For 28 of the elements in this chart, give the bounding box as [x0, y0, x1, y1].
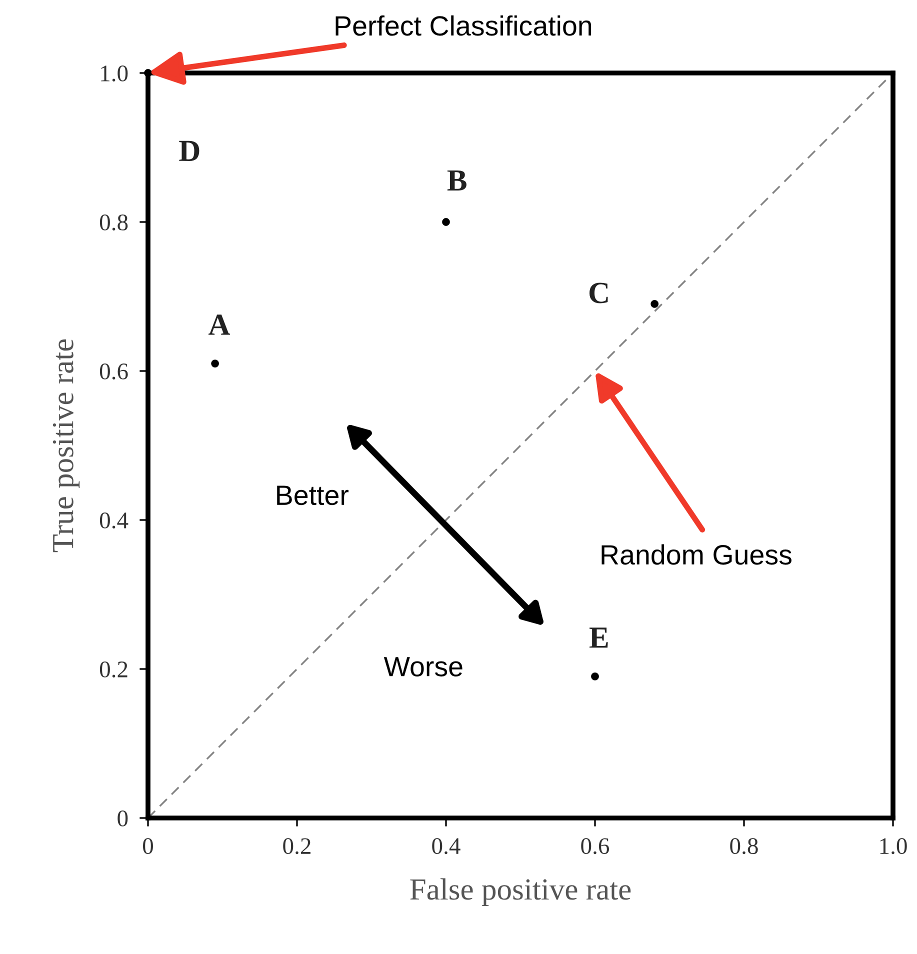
x-tick-label: 0.2 [283, 838, 310, 854]
point [211, 360, 219, 368]
x-axis-title: False positive rate [410, 878, 631, 906]
x-tick-label: 0.8 [730, 838, 758, 854]
annotation: Random Guess [602, 544, 792, 565]
point [442, 218, 450, 226]
x-tick-label: 0 [142, 838, 154, 854]
y-axis-title: True positive rate [52, 339, 80, 552]
annotation: B [447, 170, 466, 191]
y-tick-label: 0.4 [100, 512, 128, 529]
annotation: D [179, 140, 200, 161]
point [144, 69, 152, 77]
point [650, 300, 659, 308]
annotation: Perfect Classification [336, 15, 592, 36]
annotation: Better [277, 486, 348, 506]
annotation: E [589, 628, 608, 648]
y-tick-label: 0.8 [100, 214, 128, 231]
annotation: A [208, 314, 230, 335]
x-tick-label: 0.6 [581, 838, 610, 854]
y-tick-label: 0.2 [100, 661, 128, 678]
y-tick-label: 0.6 [100, 363, 128, 380]
y-tick-label: 1.0 [101, 65, 128, 82]
x-tick-label: 0.4 [432, 838, 460, 854]
annotation: Worse [384, 657, 462, 676]
x-tick-label: 1.0 [880, 838, 907, 854]
point [591, 672, 599, 680]
annotation: C [590, 282, 608, 304]
y-tick-label: 0 [118, 810, 128, 826]
